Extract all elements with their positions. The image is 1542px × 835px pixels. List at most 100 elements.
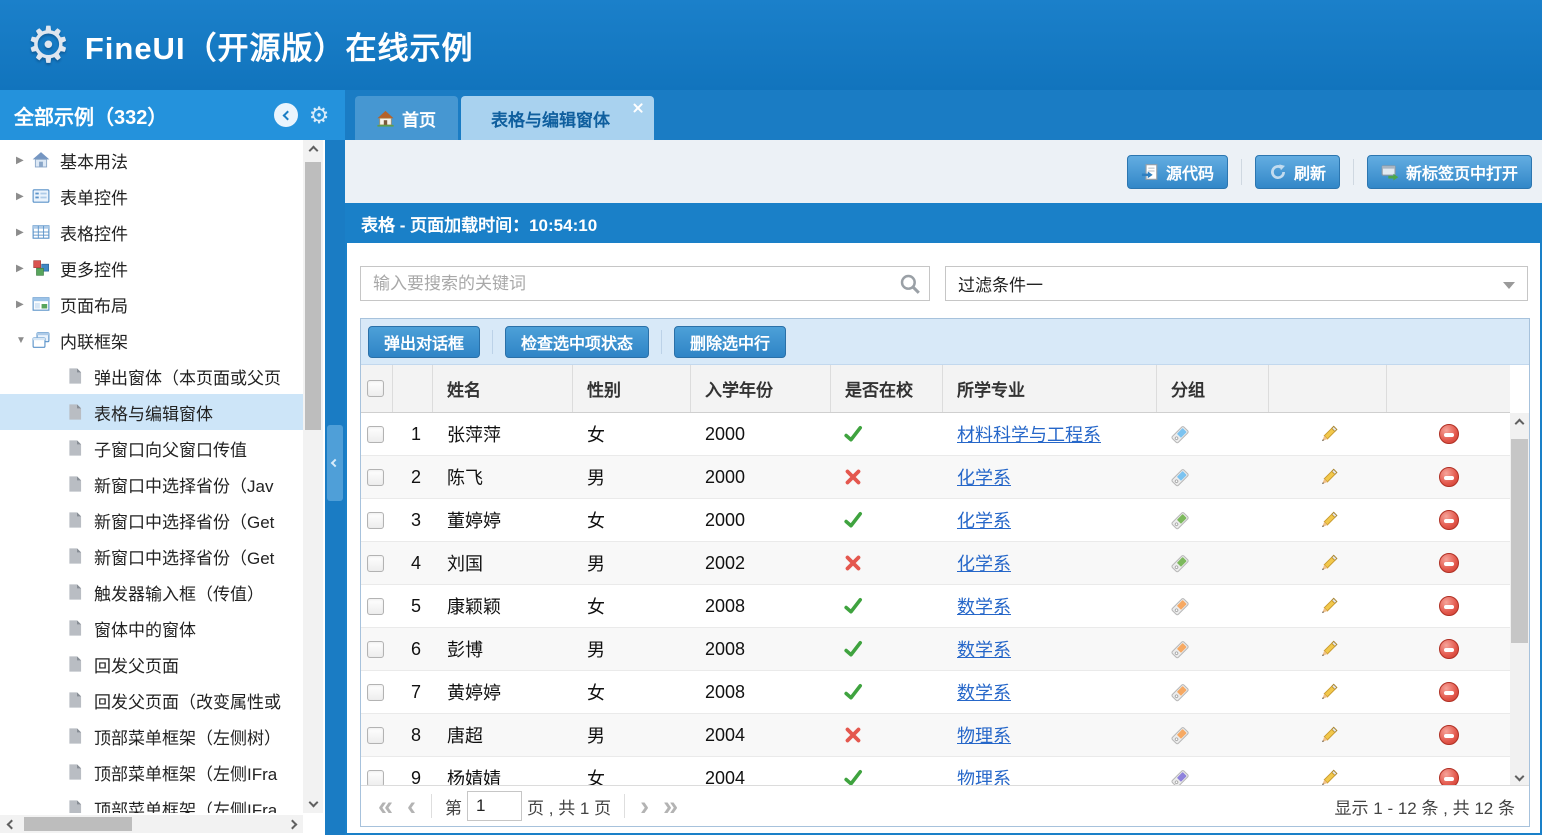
tab-grid-edit-window[interactable]: 表格与编辑窗体 bbox=[461, 96, 654, 140]
tag-icon[interactable] bbox=[1169, 424, 1190, 445]
row-checkbox[interactable] bbox=[367, 597, 384, 615]
edit-pencil-icon[interactable] bbox=[1318, 725, 1339, 746]
major-link[interactable]: 数学系 bbox=[957, 640, 1011, 660]
scroll-right-icon[interactable] bbox=[283, 815, 301, 833]
edit-pencil-icon[interactable] bbox=[1318, 510, 1339, 531]
sidebar-item-node[interactable]: 新窗口中选择省份（Jav bbox=[0, 466, 303, 502]
select-all-checkbox[interactable] bbox=[367, 380, 384, 397]
delete-minus-icon[interactable] bbox=[1438, 424, 1459, 444]
edit-pencil-icon[interactable] bbox=[1318, 467, 1339, 488]
header-cell-year[interactable]: 入学年份 bbox=[691, 365, 831, 412]
refresh-button[interactable]: 刷新 bbox=[1254, 154, 1340, 189]
major-link[interactable]: 材料科学与工程系 bbox=[957, 425, 1101, 445]
sidebar-item-node[interactable]: 触发器输入框（传值） bbox=[0, 574, 303, 610]
header-cell-group[interactable]: 分组 bbox=[1157, 365, 1269, 412]
delete-minus-icon[interactable] bbox=[1438, 639, 1459, 659]
header-cell-at-school[interactable]: 是否在校 bbox=[831, 365, 943, 412]
row-checkbox[interactable] bbox=[367, 468, 384, 486]
delete-minus-icon[interactable] bbox=[1438, 768, 1459, 787]
delete-minus-icon[interactable] bbox=[1438, 725, 1459, 745]
delete-minus-icon[interactable] bbox=[1438, 682, 1459, 702]
scroll-down-icon[interactable] bbox=[303, 797, 323, 808]
scrollbar-thumb[interactable] bbox=[24, 817, 132, 831]
major-link[interactable]: 物理系 bbox=[957, 726, 1011, 746]
edit-pencil-icon[interactable] bbox=[1318, 424, 1339, 445]
tag-icon[interactable] bbox=[1169, 682, 1190, 703]
scroll-down-icon[interactable] bbox=[1510, 771, 1529, 782]
row-checkbox[interactable] bbox=[367, 726, 384, 744]
next-page-icon[interactable]: › bbox=[640, 791, 650, 821]
row-checkbox[interactable] bbox=[367, 640, 384, 658]
page-number-input[interactable] bbox=[467, 791, 523, 821]
edit-pencil-icon[interactable] bbox=[1318, 768, 1339, 788]
row-checkbox[interactable] bbox=[367, 425, 384, 443]
sidebar-item-node[interactable]: 新窗口中选择省份（Get bbox=[0, 502, 303, 538]
sidebar-item-node[interactable]: ▼ 内联框架 bbox=[0, 322, 303, 358]
check-selection-button[interactable]: 检查选中项状态 bbox=[505, 325, 650, 358]
delete-minus-icon[interactable] bbox=[1438, 596, 1459, 616]
sidebar-item-node[interactable]: 新窗口中选择省份（Get bbox=[0, 538, 303, 574]
row-checkbox[interactable] bbox=[367, 511, 384, 529]
sidebar-item-node[interactable]: 弹出窗体（本页面或父页 bbox=[0, 358, 303, 394]
sidebar-item-node[interactable]: 子窗口向父窗口传值 bbox=[0, 430, 303, 466]
delete-minus-icon[interactable] bbox=[1438, 467, 1459, 487]
major-link[interactable]: 化学系 bbox=[957, 554, 1011, 574]
sidebar-splitter[interactable] bbox=[325, 140, 345, 835]
header-cell-gender[interactable]: 性别 bbox=[573, 365, 691, 412]
scroll-left-icon[interactable] bbox=[2, 815, 20, 833]
open-new-tab-button[interactable]: 新标签页中打开 bbox=[1366, 154, 1532, 189]
header-cell-delete[interactable] bbox=[1387, 365, 1510, 412]
scrollbar-thumb[interactable] bbox=[305, 162, 321, 430]
sidebar-item-node[interactable]: ▶ 基本用法 bbox=[0, 142, 303, 178]
delete-selected-button[interactable]: 删除选中行 bbox=[674, 325, 787, 358]
prev-page-icon[interactable]: ‹ bbox=[407, 791, 417, 821]
sidebar-item-node[interactable]: ▶ 表格控件 bbox=[0, 214, 303, 250]
edit-pencil-icon[interactable] bbox=[1318, 553, 1339, 574]
tag-icon[interactable] bbox=[1169, 596, 1190, 617]
sidebar-item-node[interactable]: 回发父页面 bbox=[0, 646, 303, 682]
scrollbar-thumb[interactable] bbox=[1511, 439, 1528, 643]
tag-icon[interactable] bbox=[1169, 768, 1190, 788]
sidebar-vertical-scrollbar[interactable] bbox=[303, 140, 323, 813]
tag-icon[interactable] bbox=[1169, 553, 1190, 574]
header-cell-edit[interactable] bbox=[1269, 365, 1387, 412]
sidebar-item-node[interactable]: 窗体中的窗体 bbox=[0, 610, 303, 646]
tag-icon[interactable] bbox=[1169, 725, 1190, 746]
sidebar-horizontal-scrollbar[interactable] bbox=[0, 815, 303, 833]
edit-pencil-icon[interactable] bbox=[1318, 639, 1339, 660]
sidebar-item-node[interactable]: 顶部菜单框架（左侧IFra bbox=[0, 790, 303, 813]
splitter-collapse-handle[interactable] bbox=[327, 425, 343, 501]
major-link[interactable]: 数学系 bbox=[957, 597, 1011, 617]
sidebar-collapse-icon[interactable] bbox=[274, 103, 298, 127]
chevron-expanded-icon[interactable]: ▼ bbox=[16, 334, 26, 346]
delete-minus-icon[interactable] bbox=[1438, 510, 1459, 530]
chevron-collapsed-icon[interactable]: ▶ bbox=[16, 262, 24, 274]
last-page-icon[interactable]: » bbox=[663, 791, 679, 821]
grid-vertical-scrollbar[interactable] bbox=[1510, 413, 1529, 787]
search-icon[interactable] bbox=[899, 273, 921, 295]
sidebar-item-node[interactable]: ▶ 更多控件 bbox=[0, 250, 303, 286]
chevron-collapsed-icon[interactable]: ▶ bbox=[16, 154, 24, 166]
tag-icon[interactable] bbox=[1169, 467, 1190, 488]
header-cell-name[interactable]: 姓名 bbox=[433, 365, 573, 412]
sidebar-settings-gear-icon[interactable]: ⚙ bbox=[308, 101, 330, 128]
row-checkbox[interactable] bbox=[367, 769, 384, 787]
open-dialog-button[interactable]: 弹出对话框 bbox=[368, 325, 481, 358]
first-page-icon[interactable]: « bbox=[378, 791, 394, 821]
tag-icon[interactable] bbox=[1169, 639, 1190, 660]
delete-minus-icon[interactable] bbox=[1438, 553, 1459, 573]
edit-pencil-icon[interactable] bbox=[1318, 682, 1339, 703]
major-link[interactable]: 化学系 bbox=[957, 468, 1011, 488]
major-link[interactable]: 物理系 bbox=[957, 769, 1011, 787]
edit-pencil-icon[interactable] bbox=[1318, 596, 1339, 617]
scroll-up-icon[interactable] bbox=[303, 145, 323, 156]
tab-home[interactable]: 首页 bbox=[355, 96, 458, 140]
major-link[interactable]: 数学系 bbox=[957, 683, 1011, 703]
sidebar-item-node[interactable]: 顶部菜单框架（左侧IFra bbox=[0, 754, 303, 790]
header-cell-major[interactable]: 所学专业 bbox=[943, 365, 1157, 412]
major-link[interactable]: 化学系 bbox=[957, 511, 1011, 531]
header-cell-index[interactable] bbox=[393, 365, 433, 412]
tag-icon[interactable] bbox=[1169, 510, 1190, 531]
sidebar-item-node[interactable]: ▶ 表单控件 bbox=[0, 178, 303, 214]
source-code-button[interactable]: 源代码 bbox=[1126, 154, 1228, 189]
